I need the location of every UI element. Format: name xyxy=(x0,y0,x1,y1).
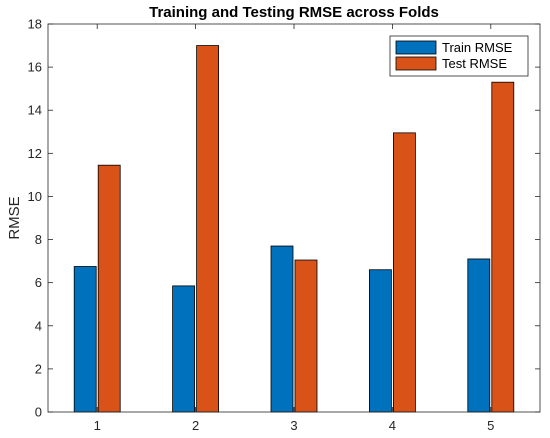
bar-train-fold-1 xyxy=(73,266,97,413)
bar-test-fold-1 xyxy=(97,164,121,413)
bar-test-fold-2 xyxy=(196,45,220,413)
x-tick-label: 2 xyxy=(192,418,199,433)
y-tick-label: 16 xyxy=(28,60,42,75)
y-tick-label: 14 xyxy=(28,103,42,118)
bar-train-fold-5 xyxy=(467,258,491,413)
legend-swatch xyxy=(395,56,437,71)
x-tick-label: 5 xyxy=(487,418,494,433)
bar-train-fold-3 xyxy=(270,245,294,413)
legend-label: Test RMSE xyxy=(442,56,507,71)
y-tick-label: 18 xyxy=(28,17,42,32)
y-tick-label: 12 xyxy=(28,146,42,161)
x-tick-label: 1 xyxy=(94,418,101,433)
x-tick-label: 4 xyxy=(389,418,396,433)
chart-title: Training and Testing RMSE across Folds xyxy=(149,4,439,21)
legend-swatch xyxy=(395,40,437,55)
y-tick-label: 6 xyxy=(35,275,42,290)
plot-background xyxy=(48,24,540,412)
bar-test-fold-5 xyxy=(491,81,515,413)
bar-test-fold-3 xyxy=(294,259,318,413)
y-tick-label: 8 xyxy=(35,232,42,247)
y-tick-label: 4 xyxy=(35,318,42,333)
y-axis-title: RMSE xyxy=(6,196,23,239)
y-tick-label: 2 xyxy=(35,361,42,376)
legend-label: Train RMSE xyxy=(442,40,513,55)
bar-train-fold-4 xyxy=(368,269,392,413)
bar-train-fold-2 xyxy=(172,285,196,413)
x-tick-label: 3 xyxy=(290,418,297,433)
y-tick-label: 10 xyxy=(28,189,42,204)
y-tick-label: 0 xyxy=(35,405,42,420)
bar-test-fold-4 xyxy=(392,132,416,413)
